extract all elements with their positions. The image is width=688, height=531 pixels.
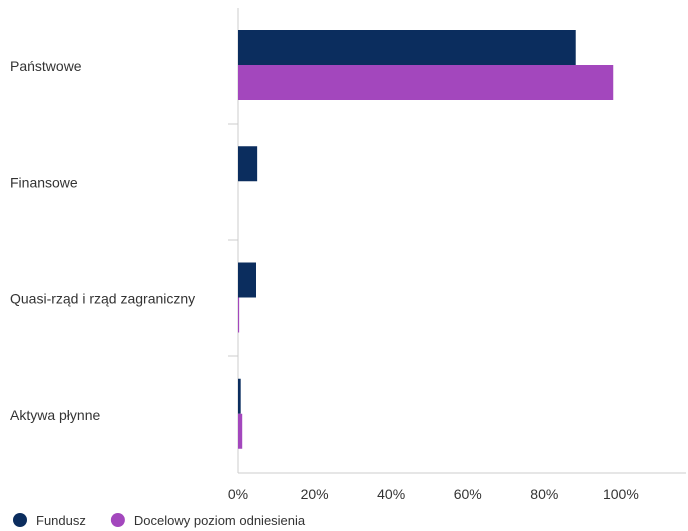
x-tick-label: 20% (301, 486, 329, 502)
bar-fundusz (238, 146, 258, 182)
category-axis (228, 8, 239, 473)
legend-marker (110, 513, 125, 527)
category-labels: Państwowe Finansowe Quasi-rząd i rząd zagr… (10, 58, 195, 423)
bar-fundusz (238, 30, 576, 65)
bar-benchmark (238, 65, 614, 100)
x-tick-label: 60% (454, 486, 482, 502)
bar-fundusz (238, 262, 256, 298)
legend-label: Fundusz (36, 513, 86, 528)
category-label: Quasi-rząd i rząd zagraniczny (10, 291, 195, 307)
x-tick-label: 0% (228, 486, 248, 502)
x-tick-label: 100% (603, 486, 639, 502)
category-label: Aktywa płynne (10, 407, 100, 423)
bar-fundusz (238, 378, 241, 414)
x-tick-label: 80% (530, 486, 558, 502)
x-tick-label: 40% (377, 486, 405, 502)
bar-benchmark (238, 413, 243, 449)
value-axis-ticks: 0% 20% 40% 60% 80% 100% (228, 486, 639, 502)
category-label: Państwowe (10, 58, 82, 74)
bars (238, 30, 614, 449)
legend-label: Docelowy poziom odniesienia (134, 513, 306, 528)
category-label: Finansowe (10, 174, 78, 190)
legend: Fundusz Docelowy poziom odniesienia (13, 513, 306, 528)
legend-marker (13, 513, 27, 527)
bar-benchmark (238, 297, 240, 333)
